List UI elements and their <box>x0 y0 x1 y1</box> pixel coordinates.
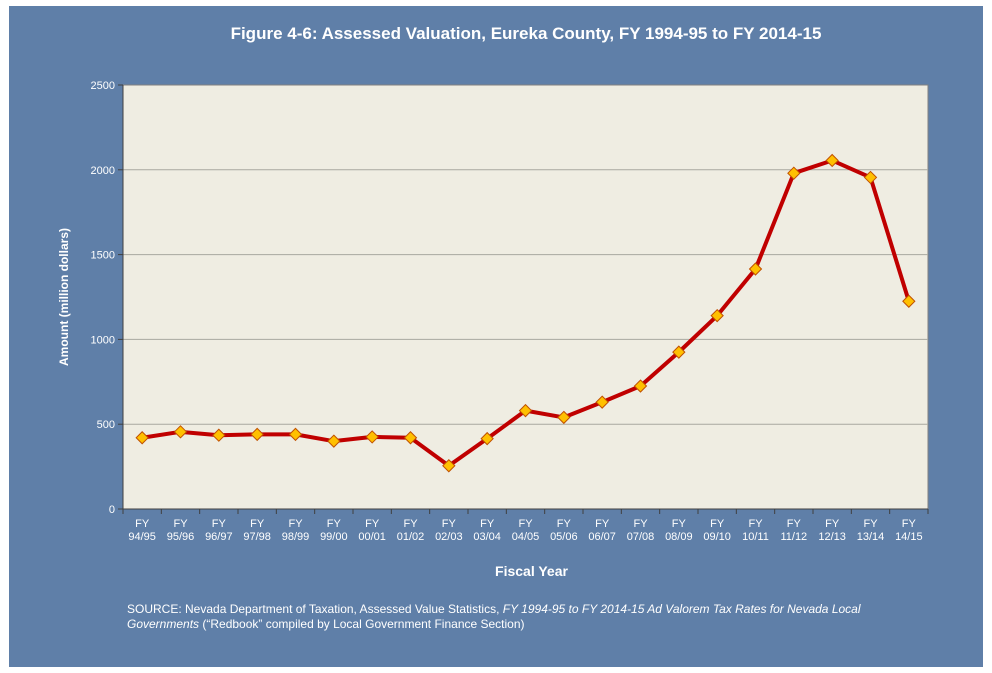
data-point <box>595 395 609 409</box>
x-tick-label-bottom: 14/15 <box>895 531 923 543</box>
x-tick-label-bottom: 02/03 <box>435 531 463 543</box>
data-point <box>787 166 801 180</box>
data-point <box>672 345 686 359</box>
x-tick-label-top: FY <box>787 518 802 530</box>
x-tick-label-bottom: 08/09 <box>665 531 693 543</box>
chart-frame: Figure 4-6: Assessed Valuation, Eureka C… <box>9 6 983 667</box>
data-point <box>288 427 303 442</box>
source-title: FY 1994-95 to FY 2014-15 Ad Valorem Tax … <box>127 602 861 631</box>
x-tick-label-top: FY <box>825 518 840 530</box>
x-tick-label-top: FY <box>288 518 303 530</box>
x-tick-label-bottom: 97/98 <box>243 531 271 543</box>
data-point <box>710 308 724 323</box>
x-tick-label-bottom: 94/95 <box>128 531 156 543</box>
data-point <box>518 403 533 418</box>
x-tick-label-bottom: 10/11 <box>742 531 769 543</box>
x-tick-label-top: FY <box>480 518 495 530</box>
x-tick-label-bottom: 01/02 <box>397 531 425 543</box>
x-axis-title: Fiscal Year <box>495 563 568 579</box>
data-point <box>250 427 264 442</box>
x-tick-label-top: FY <box>633 518 648 530</box>
x-tick-label-top: FY <box>250 518 265 530</box>
data-point <box>863 170 878 185</box>
x-tick-label-bottom: 06/07 <box>588 531 616 543</box>
x-tick-label-bottom: 00/01 <box>358 531 386 543</box>
x-tick-label-bottom: 98/99 <box>282 531 310 543</box>
y-tick-label: 0 <box>109 504 115 516</box>
data-point <box>825 153 839 168</box>
x-tick-label-bottom: 95/96 <box>167 531 195 543</box>
x-tick-label-top: FY <box>902 518 917 530</box>
data-point <box>135 431 149 445</box>
plot-area <box>122 84 929 510</box>
x-tick-label-top: FY <box>403 518 418 530</box>
source-suffix: (“Redbook” compiled by Local Government … <box>199 617 525 631</box>
line-chart: 05001000150020002500FY94/95FY95/96FY96/9… <box>57 80 929 579</box>
data-point <box>633 379 648 393</box>
x-tick-label-top: FY <box>672 518 687 530</box>
y-tick-label: 1000 <box>91 334 115 346</box>
data-point <box>557 410 571 425</box>
x-tick-label-top: FY <box>595 518 610 530</box>
source-prefix: SOURCE: Nevada Department of Taxation, A… <box>127 602 503 616</box>
y-tick-label: 1500 <box>91 250 115 262</box>
chart-title: Figure 4-6: Assessed Valuation, Eureka C… <box>230 24 822 43</box>
x-tick-label-bottom: 11/12 <box>780 531 807 543</box>
x-tick-label-bottom: 04/05 <box>512 531 540 543</box>
data-point <box>173 425 188 439</box>
y-axis-title: Amount (million dollars) <box>57 228 71 366</box>
x-tick-label-top: FY <box>212 518 227 530</box>
data-point <box>748 262 763 276</box>
data-point <box>480 431 494 446</box>
data-point <box>902 294 916 308</box>
y-tick-label: 2500 <box>91 80 115 92</box>
x-tick-label-bottom: 03/04 <box>473 531 501 543</box>
x-tick-label-bottom: 05/06 <box>550 531 578 543</box>
x-tick-label-top: FY <box>442 518 457 530</box>
data-point <box>442 459 456 473</box>
x-tick-label-top: FY <box>135 518 150 530</box>
x-tick-label-top: FY <box>173 518 188 530</box>
x-tick-label-top: FY <box>557 518 572 530</box>
y-tick-label: 2000 <box>91 165 115 177</box>
data-point <box>212 428 226 442</box>
y-tick-label: 500 <box>97 419 115 431</box>
data-point <box>403 431 418 445</box>
x-tick-label-bottom: 99/00 <box>320 531 348 543</box>
data-point <box>327 434 341 448</box>
x-tick-label-bottom: 13/14 <box>857 531 885 543</box>
x-tick-label-top: FY <box>365 518 380 530</box>
data-point <box>365 430 379 444</box>
source-note: SOURCE: Nevada Department of Taxation, A… <box>127 602 927 632</box>
x-tick-label-top: FY <box>518 518 533 530</box>
x-tick-label-top: FY <box>327 518 342 530</box>
x-tick-label-bottom: 07/08 <box>627 531 655 543</box>
x-tick-label-bottom: 12/13 <box>818 531 846 543</box>
x-tick-label-top: FY <box>748 518 763 530</box>
x-tick-label-bottom: 96/97 <box>205 531 233 543</box>
x-tick-label-bottom: 09/10 <box>703 531 731 543</box>
x-tick-label-top: FY <box>710 518 725 530</box>
x-tick-label-top: FY <box>863 518 878 530</box>
